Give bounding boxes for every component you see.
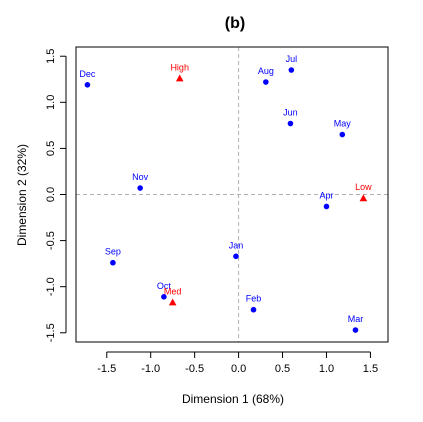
- point-apr: [323, 203, 330, 210]
- y-tick-label: -0.5: [45, 231, 57, 250]
- point-label-high: High: [170, 62, 189, 72]
- point-sep: [110, 259, 116, 266]
- x-tick-label: 1.0: [319, 363, 334, 375]
- data-points: Jan Feb Mar Apr May Jun Jul Aug Sep Oct Nov Dec High…: [79, 54, 372, 333]
- reference-lines: [76, 47, 388, 342]
- point-label-jan: Jan: [229, 240, 244, 250]
- point-oct: [161, 294, 167, 300]
- point-jun: [287, 120, 294, 127]
- point-label-dec: Dec: [79, 69, 96, 79]
- y-tick-label: -1.0: [45, 277, 57, 296]
- point-high: [175, 74, 184, 82]
- point-label-nov: Nov: [132, 172, 149, 182]
- x-tick-label: 0.5: [275, 363, 290, 375]
- point-label-jun: Jun: [283, 108, 298, 118]
- point-label-jul: Jul: [286, 54, 298, 64]
- x-tick-label: -1.5: [97, 363, 116, 375]
- point-label-aug: Aug: [258, 66, 274, 76]
- point-aug: [263, 79, 269, 85]
- x-axis-label: Dimension 1 (68%): [182, 392, 284, 406]
- x-tick-label: -0.5: [185, 363, 204, 375]
- point-label-mar: Mar: [348, 314, 364, 324]
- x-axis: -1.5 -1.0 -0.5 0.0 0.5 1.0 1.5: [97, 351, 378, 375]
- point-label-sep: Sep: [105, 247, 121, 257]
- point-low: [359, 194, 368, 202]
- point-label-may: May: [334, 119, 352, 129]
- point-dec: [84, 81, 91, 88]
- point-jul: [288, 67, 295, 73]
- point-jan: [233, 253, 239, 260]
- y-tick-label: 1.5: [45, 49, 57, 64]
- point-label-feb: Feb: [246, 294, 262, 304]
- x-tick-label: -1.0: [141, 363, 160, 375]
- y-tick-label: -1.5: [45, 323, 57, 342]
- point-feb: [250, 306, 257, 313]
- point-med: [168, 298, 177, 306]
- point-label-low: Low: [355, 182, 372, 192]
- point-label-oct: Oct: [157, 281, 172, 291]
- point-label-apr: Apr: [319, 190, 333, 200]
- point-mar: [352, 327, 359, 333]
- x-tick-label: 0.0: [231, 363, 246, 375]
- y-axis: -1.5 -1.0 -0.5 0.0 0.5 1.0 1.5: [45, 49, 67, 342]
- plot-frame: [75, 46, 389, 343]
- y-tick-label: 0.0: [45, 187, 57, 202]
- y-axis-label: Dimension 2 (32%): [15, 144, 29, 246]
- y-tick-label: 0.5: [45, 141, 57, 156]
- y-tick-label: 1.0: [45, 95, 57, 110]
- point-nov: [137, 185, 143, 191]
- point-label-med: Med: [164, 286, 182, 296]
- point-may: [339, 131, 346, 138]
- x-tick-label: 1.5: [363, 363, 378, 375]
- chart-title: (b): [225, 15, 245, 32]
